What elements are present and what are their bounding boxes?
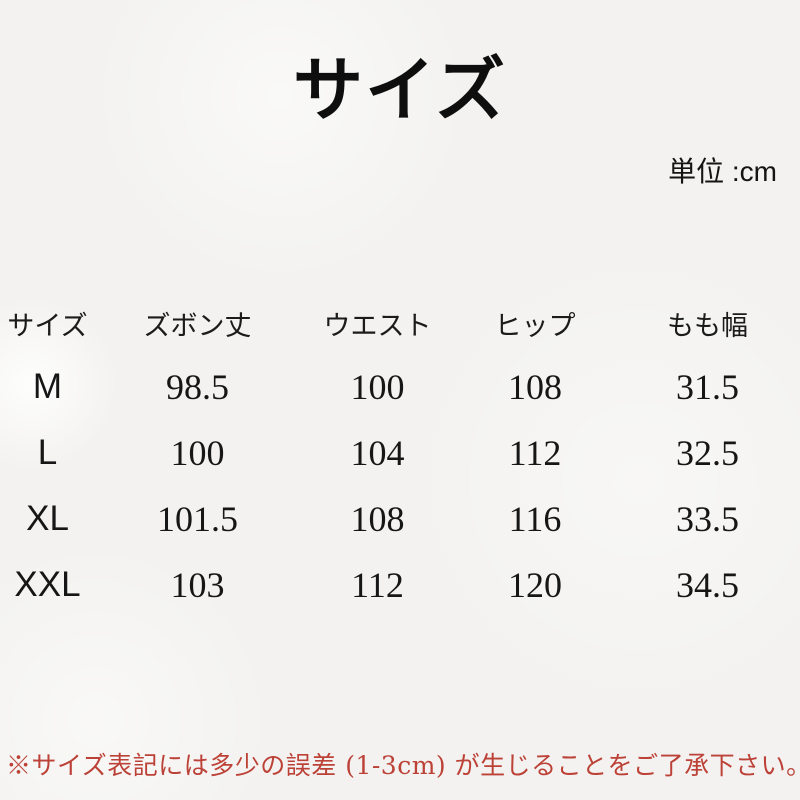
header-size: サイズ xyxy=(7,310,88,341)
size-label: M xyxy=(32,367,63,406)
size-label: L xyxy=(37,433,58,472)
header-pants-length: ズボン丈 xyxy=(143,310,252,341)
size-table: サイズ ズボン丈 ウエスト ヒップ もも幅 M 98.5 100 108 31.… xyxy=(0,292,800,618)
pants-length-value: 103 xyxy=(170,565,225,605)
pants-length-value: 101.5 xyxy=(157,499,238,539)
size-label: XXL xyxy=(14,565,81,604)
pants-length-value: 100 xyxy=(170,433,225,473)
page-title: サイズ xyxy=(293,51,507,129)
unit-label: 単位 :cm xyxy=(668,156,777,187)
thigh-width-value: 31.5 xyxy=(676,367,739,407)
waist-value: 100 xyxy=(350,367,405,407)
header-waist: ウエスト xyxy=(323,310,432,341)
table-row-m: M 98.5 100 108 31.5 xyxy=(0,354,800,420)
size-disclaimer-note: ※サイズ表記には多少の誤差 (1-3cm) が生じることをご了承下さい。 xyxy=(6,751,800,780)
thigh-width-value: 34.5 xyxy=(676,565,739,605)
table-row-xl: XL 101.5 108 116 33.5 xyxy=(0,486,800,552)
hip-value: 112 xyxy=(508,433,562,473)
waist-value: 112 xyxy=(351,565,404,605)
thigh-width-value: 32.5 xyxy=(676,433,739,473)
header-hip: ヒップ xyxy=(494,310,576,341)
table-row-xxl: XXL 103 112 120 34.5 xyxy=(0,552,800,618)
table-header-row: サイズ ズボン丈 ウエスト ヒップ もも幅 xyxy=(0,292,800,354)
table-row-l: L 100 104 112 32.5 xyxy=(0,420,800,486)
waist-value: 104 xyxy=(350,433,405,473)
hip-value: 120 xyxy=(508,565,562,605)
waist-value: 108 xyxy=(350,499,405,539)
hip-value: 108 xyxy=(508,367,562,407)
header-thigh-width: もも幅 xyxy=(667,310,748,341)
size-label: XL xyxy=(26,499,69,538)
pants-length-value: 98.5 xyxy=(166,367,229,407)
hip-value: 116 xyxy=(508,499,562,539)
thigh-width-value: 33.5 xyxy=(676,499,739,539)
